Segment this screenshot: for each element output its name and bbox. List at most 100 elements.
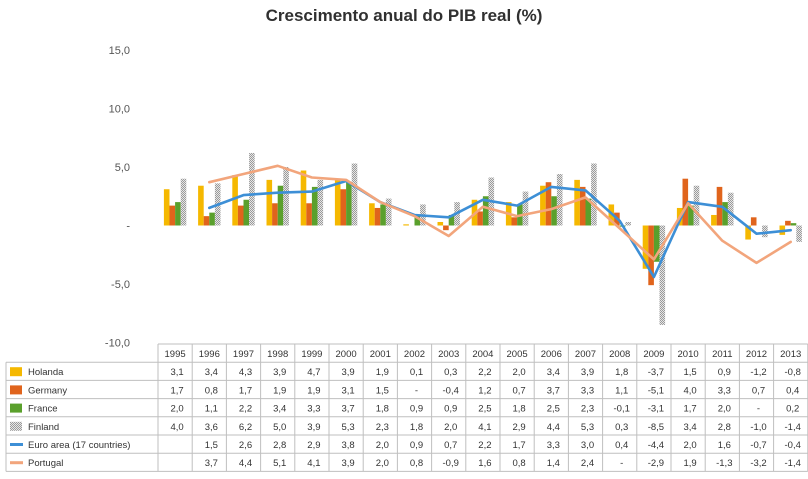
year-header: 2012 — [746, 349, 767, 360]
bar-finland — [283, 167, 289, 226]
data-cell: 1,9 — [307, 385, 320, 396]
bar-holanda — [334, 179, 341, 226]
data-cell: -1,0 — [750, 422, 766, 433]
year-header: 2000 — [336, 349, 357, 360]
data-cell: 1,9 — [273, 385, 286, 396]
data-cell: 3,9 — [273, 367, 286, 378]
data-cell: 0,9 — [410, 404, 423, 415]
data-cell: 6,2 — [239, 422, 252, 433]
data-cell: -4,4 — [648, 440, 664, 451]
data-cell: 0,4 — [786, 385, 799, 396]
year-header: 2006 — [541, 349, 562, 360]
data-cell: 2,0 — [376, 458, 389, 469]
data-cell: 2,2 — [478, 440, 491, 451]
data-cell: 3,7 — [547, 385, 560, 396]
bar-holanda — [266, 179, 273, 226]
data-cell: 0,9 — [718, 367, 731, 378]
data-cell: 3,3 — [307, 404, 320, 415]
series-label: Finland — [28, 422, 59, 433]
data-cell: -5,1 — [648, 385, 664, 396]
legend-key — [10, 367, 22, 377]
data-cell: 0,7 — [512, 385, 525, 396]
data-cell: -1,4 — [785, 458, 801, 469]
series-label: Holanda — [28, 367, 64, 378]
data-cell: 1,8 — [512, 404, 525, 415]
bar-france — [414, 214, 421, 226]
bar-finland — [249, 152, 255, 226]
data-cell: - — [757, 404, 760, 415]
bar-france — [482, 196, 489, 226]
data-cell: -1,4 — [785, 422, 801, 433]
bar-france — [653, 225, 660, 262]
year-header: 1997 — [233, 349, 254, 360]
data-cell: 3,6 — [205, 422, 218, 433]
data-cell: 1,7 — [239, 385, 252, 396]
year-header: 1999 — [301, 349, 322, 360]
bar-france — [585, 198, 592, 226]
year-header: 2008 — [609, 349, 630, 360]
y-tick-label: 5,0 — [115, 162, 130, 174]
bar-germany — [169, 205, 176, 226]
data-cell: 2,3 — [581, 404, 594, 415]
data-cell: 0,4 — [615, 440, 628, 451]
data-cell: 2,0 — [683, 440, 696, 451]
data-cell: -3,7 — [648, 367, 664, 378]
bar-holanda — [232, 175, 238, 226]
data-cell: 2,2 — [239, 404, 252, 415]
bar-germany — [203, 216, 210, 226]
data-cell: 0,3 — [615, 422, 628, 433]
euro-area-17-countries--line — [208, 179, 793, 279]
chart-title: Crescimento anual do PIB real (%) — [265, 6, 543, 25]
bar-france — [243, 199, 250, 226]
bar-series — [163, 152, 802, 325]
data-cell: 2,8 — [718, 422, 731, 433]
bar-holanda — [300, 170, 307, 226]
bar-finland — [796, 225, 802, 242]
data-cell: 3,4 — [273, 404, 286, 415]
data-cell: -1,2 — [750, 367, 766, 378]
y-tick-label: - — [126, 221, 130, 233]
data-cell: 2,0 — [444, 422, 457, 433]
data-cell: 3,4 — [547, 367, 560, 378]
data-cell: 1,8 — [410, 422, 423, 433]
data-cell: 3,0 — [581, 440, 594, 451]
bar-germany — [237, 205, 244, 226]
data-cell: 4,0 — [683, 385, 696, 396]
bar-holanda — [198, 185, 204, 226]
bar-finland — [351, 163, 358, 226]
bar-finland — [693, 185, 700, 226]
year-header: 1996 — [199, 349, 220, 360]
year-header: 2010 — [678, 349, 699, 360]
data-cell: 1,6 — [718, 440, 731, 451]
year-header: 2013 — [780, 349, 801, 360]
line-series — [208, 164, 793, 279]
data-cell: 2,5 — [478, 404, 491, 415]
bar-germany — [750, 217, 757, 226]
data-cell: 3,1 — [170, 367, 183, 378]
series-label: Portugal — [28, 458, 63, 469]
data-cell: 2,4 — [581, 458, 594, 469]
y-axis-ticks: 15,0 10,0 5,0 - -5,0 -10,0 — [105, 45, 130, 350]
year-header: 2007 — [575, 349, 596, 360]
bar-finland — [180, 178, 187, 226]
data-cell: 4,4 — [239, 458, 252, 469]
year-header: 2005 — [507, 349, 528, 360]
data-cell: 5,3 — [341, 422, 354, 433]
data-cell: 3,7 — [341, 404, 354, 415]
year-header: 1995 — [165, 349, 186, 360]
data-cell: 1,5 — [376, 385, 389, 396]
bar-france — [209, 212, 215, 226]
data-cell: 2,8 — [273, 440, 286, 451]
data-cell: 3,9 — [341, 458, 354, 469]
y-tick-label: -5,0 — [111, 279, 130, 291]
bar-germany — [443, 225, 449, 231]
data-cell: 3,9 — [341, 367, 354, 378]
data-cell: 3,3 — [547, 440, 560, 451]
bar-germany — [306, 203, 312, 226]
legend-key — [10, 385, 22, 395]
data-cell: 2,3 — [376, 422, 389, 433]
data-cell: 0,3 — [444, 367, 457, 378]
data-cell: 1,5 — [205, 440, 218, 451]
bar-finland — [591, 163, 597, 226]
